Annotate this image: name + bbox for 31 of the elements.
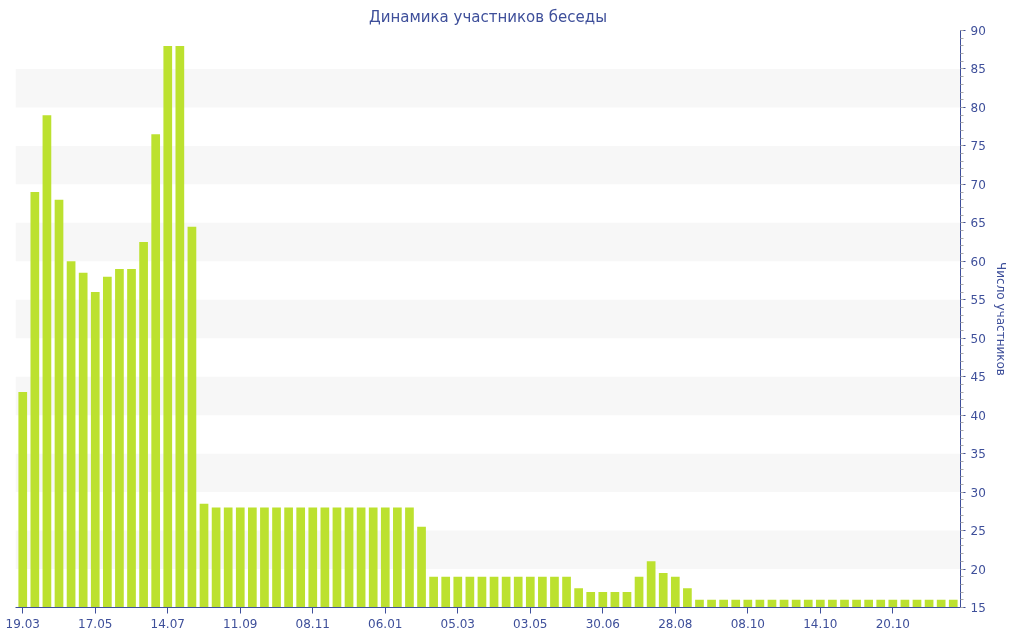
x-tick-label: 11.09 <box>223 616 258 631</box>
y-tick-label: 60 <box>970 254 986 269</box>
y-tick-label: 75 <box>970 139 986 154</box>
x-tick-label: 14.10 <box>803 616 838 631</box>
x-tick-label: 30.06 <box>585 616 620 631</box>
y-tick-label: 40 <box>970 408 986 423</box>
x-tick-label: 17.05 <box>78 616 113 631</box>
y-tick-label: 55 <box>970 293 986 308</box>
chart-title: Динамика участников беседы <box>368 7 608 26</box>
y-tick-label: 90 <box>970 24 986 38</box>
x-tick-label: 14.07 <box>150 616 185 631</box>
x-tick-label: 05.03 <box>440 616 475 631</box>
y-tick-label: 80 <box>970 100 986 115</box>
x-tick-label: 19.03 <box>5 616 40 631</box>
y-tick-label: 70 <box>970 177 986 192</box>
x-tick-label: 20.10 <box>875 616 911 631</box>
y-tick-label: 65 <box>970 216 986 231</box>
y-tick-label: 50 <box>970 331 986 346</box>
x-tick-label: 08.11 <box>295 616 330 631</box>
y-tick-label: 20 <box>970 562 986 577</box>
x-tick-label: 06.01 <box>368 616 403 631</box>
y-axis-title: Число участников <box>993 262 1008 376</box>
x-tick-label: 28.08 <box>658 616 693 631</box>
y-tick-label: 30 <box>970 485 986 500</box>
y-tick-label: 35 <box>970 447 986 462</box>
y-tick-label: 45 <box>970 370 986 385</box>
x-tick-label: 03.05 <box>513 616 548 631</box>
y-tick-label: 25 <box>970 524 986 539</box>
y-tick-label: 85 <box>970 62 986 77</box>
y-tick-label: 15 <box>970 601 986 615</box>
x-tick-label: 08.10 <box>730 616 765 631</box>
